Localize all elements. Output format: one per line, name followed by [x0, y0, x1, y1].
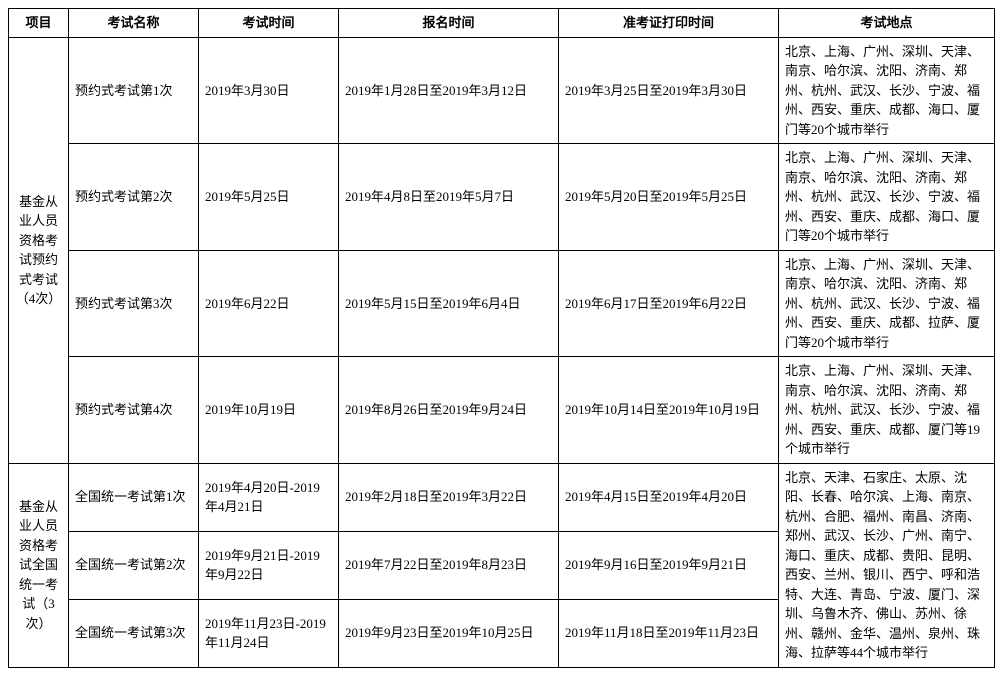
cell-exam-name: 预约式考试第2次 — [69, 144, 199, 251]
cell-exam-time: 2019年10月19日 — [199, 357, 339, 464]
cell-location: 北京、上海、广州、深圳、天津、南京、哈尔滨、沈阳、济南、郑州、杭州、武汉、长沙、… — [779, 37, 995, 144]
cell-exam-time: 2019年4月20日-2019年4月21日 — [199, 463, 339, 531]
header-exam-name: 考试名称 — [69, 9, 199, 38]
header-location: 考试地点 — [779, 9, 995, 38]
cell-reg-time: 2019年4月8日至2019年5月7日 — [339, 144, 559, 251]
cell-print-time: 2019年10月14日至2019年10月19日 — [559, 357, 779, 464]
table-row: 预约式考试第3次 2019年6月22日 2019年5月15日至2019年6月4日… — [9, 250, 995, 357]
table-header-row: 项目 考试名称 考试时间 报名时间 准考证打印时间 考试地点 — [9, 9, 995, 38]
cell-project: 基金从业人员资格考试全国统一考试（3次） — [9, 463, 69, 667]
cell-exam-name: 全国统一考试第3次 — [69, 599, 199, 667]
cell-location: 北京、天津、石家庄、太原、沈阳、长春、哈尔滨、上海、南京、杭州、合肥、福州、南昌… — [779, 463, 995, 667]
cell-print-time: 2019年11月18日至2019年11月23日 — [559, 599, 779, 667]
cell-reg-time: 2019年9月23日至2019年10月25日 — [339, 599, 559, 667]
cell-exam-time: 2019年6月22日 — [199, 250, 339, 357]
exam-schedule-table: 项目 考试名称 考试时间 报名时间 准考证打印时间 考试地点 基金从业人员资格考… — [8, 8, 995, 668]
cell-print-time: 2019年5月20日至2019年5月25日 — [559, 144, 779, 251]
cell-print-time: 2019年9月16日至2019年9月21日 — [559, 531, 779, 599]
cell-exam-time: 2019年9月21日-2019年9月22日 — [199, 531, 339, 599]
cell-location: 北京、上海、广州、深圳、天津、南京、哈尔滨、沈阳、济南、郑州、杭州、武汉、长沙、… — [779, 144, 995, 251]
cell-exam-name: 全国统一考试第1次 — [69, 463, 199, 531]
cell-exam-time: 2019年11月23日-2019年11月24日 — [199, 599, 339, 667]
cell-location: 北京、上海、广州、深圳、天津、南京、哈尔滨、沈阳、济南、郑州、杭州、武汉、长沙、… — [779, 250, 995, 357]
table-row: 预约式考试第4次 2019年10月19日 2019年8月26日至2019年9月2… — [9, 357, 995, 464]
cell-exam-time: 2019年3月30日 — [199, 37, 339, 144]
cell-print-time: 2019年4月15日至2019年4月20日 — [559, 463, 779, 531]
cell-exam-name: 预约式考试第1次 — [69, 37, 199, 144]
header-reg-time: 报名时间 — [339, 9, 559, 38]
cell-reg-time: 2019年8月26日至2019年9月24日 — [339, 357, 559, 464]
cell-reg-time: 2019年1月28日至2019年3月12日 — [339, 37, 559, 144]
cell-print-time: 2019年3月25日至2019年3月30日 — [559, 37, 779, 144]
cell-exam-time: 2019年5月25日 — [199, 144, 339, 251]
cell-exam-name: 预约式考试第3次 — [69, 250, 199, 357]
table-row: 基金从业人员资格考试预约式考试（4次） 预约式考试第1次 2019年3月30日 … — [9, 37, 995, 144]
table-row: 预约式考试第2次 2019年5月25日 2019年4月8日至2019年5月7日 … — [9, 144, 995, 251]
cell-reg-time: 2019年2月18日至2019年3月22日 — [339, 463, 559, 531]
header-print-time: 准考证打印时间 — [559, 9, 779, 38]
header-exam-time: 考试时间 — [199, 9, 339, 38]
table-row: 基金从业人员资格考试全国统一考试（3次） 全国统一考试第1次 2019年4月20… — [9, 463, 995, 531]
cell-exam-name: 全国统一考试第2次 — [69, 531, 199, 599]
cell-reg-time: 2019年7月22日至2019年8月23日 — [339, 531, 559, 599]
cell-print-time: 2019年6月17日至2019年6月22日 — [559, 250, 779, 357]
cell-location: 北京、上海、广州、深圳、天津、南京、哈尔滨、沈阳、济南、郑州、杭州、武汉、长沙、… — [779, 357, 995, 464]
cell-project: 基金从业人员资格考试预约式考试（4次） — [9, 37, 69, 463]
cell-exam-name: 预约式考试第4次 — [69, 357, 199, 464]
cell-reg-time: 2019年5月15日至2019年6月4日 — [339, 250, 559, 357]
header-project: 项目 — [9, 9, 69, 38]
